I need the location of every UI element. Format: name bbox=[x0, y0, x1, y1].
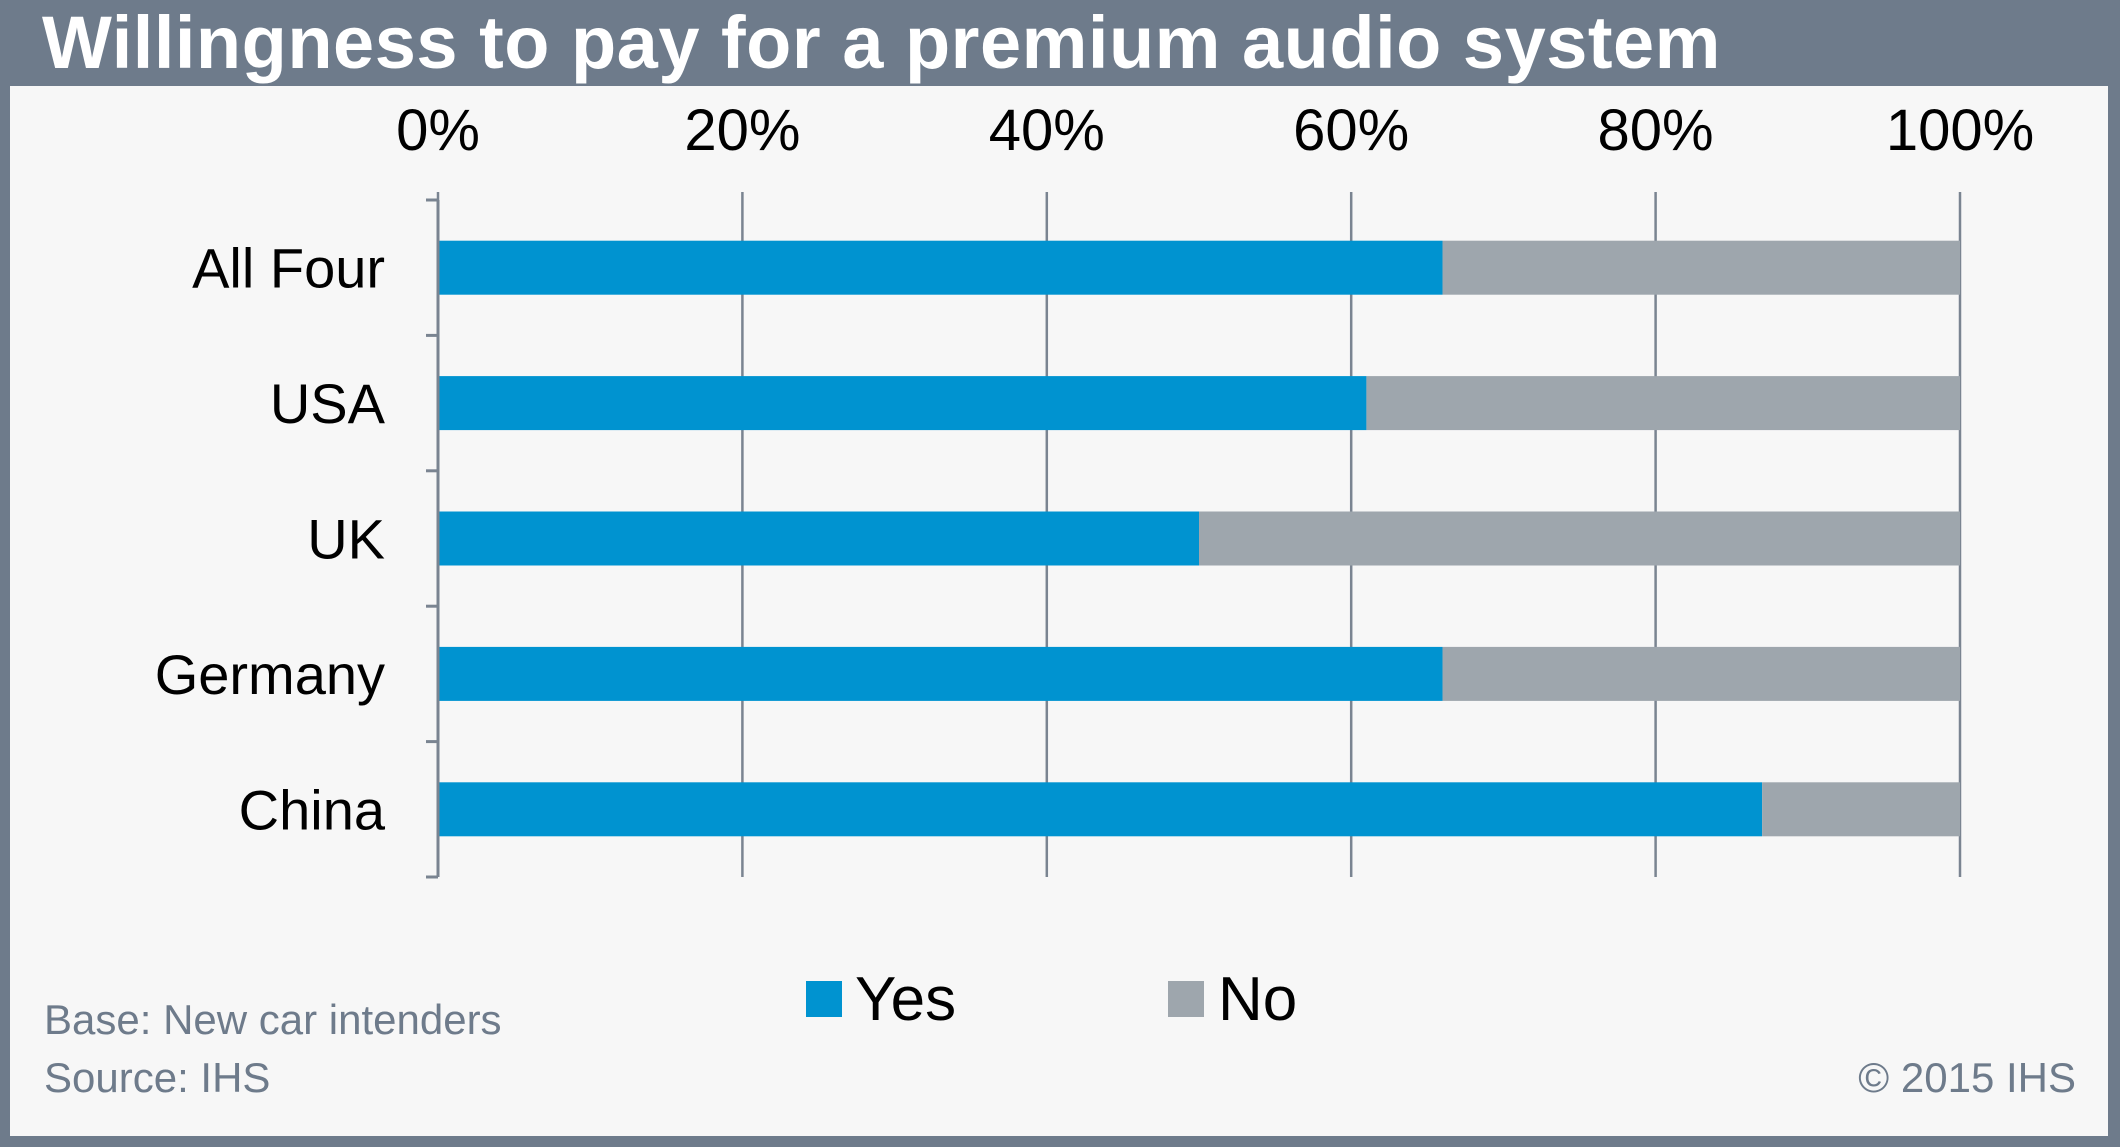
bar-yes bbox=[438, 376, 1367, 431]
footnote-base: Base: New car intenders bbox=[44, 996, 502, 1043]
footnote-source: Source: IHS bbox=[44, 1054, 271, 1101]
bar-no bbox=[1366, 376, 1960, 431]
bar-no bbox=[1762, 782, 1960, 837]
bar-yes bbox=[438, 782, 1763, 837]
legend-swatch-yes bbox=[806, 981, 842, 1017]
x-tick-label: 40% bbox=[989, 98, 1105, 163]
title-bar: Willingness to pay for a premium audio s… bbox=[0, 0, 2120, 86]
category-label: UK bbox=[307, 508, 385, 571]
category-label: USA bbox=[270, 372, 386, 435]
x-tick-label: 100% bbox=[1886, 98, 2034, 163]
footnote-copyright: © 2015 IHS bbox=[1858, 1054, 2076, 1101]
x-tick-label: 80% bbox=[1598, 98, 1714, 163]
bar-yes bbox=[438, 240, 1443, 295]
chart-title: Willingness to pay for a premium audio s… bbox=[42, 1, 1721, 84]
x-tick-label: 0% bbox=[396, 98, 480, 163]
bar-no bbox=[1442, 646, 1960, 701]
x-tick-label: 60% bbox=[1293, 98, 1409, 163]
legend-label-yes: Yes bbox=[855, 965, 957, 1034]
bar-yes bbox=[438, 511, 1199, 566]
category-label: China bbox=[239, 778, 386, 841]
legend-label-no: No bbox=[1218, 965, 1298, 1034]
bar-no bbox=[1442, 240, 1960, 295]
bar-yes bbox=[438, 646, 1443, 701]
x-tick-label: 20% bbox=[684, 98, 800, 163]
category-label: Germany bbox=[155, 643, 385, 706]
legend-swatch-no bbox=[1168, 981, 1204, 1017]
bar-no bbox=[1199, 511, 1960, 566]
category-label: All Four bbox=[192, 237, 385, 300]
